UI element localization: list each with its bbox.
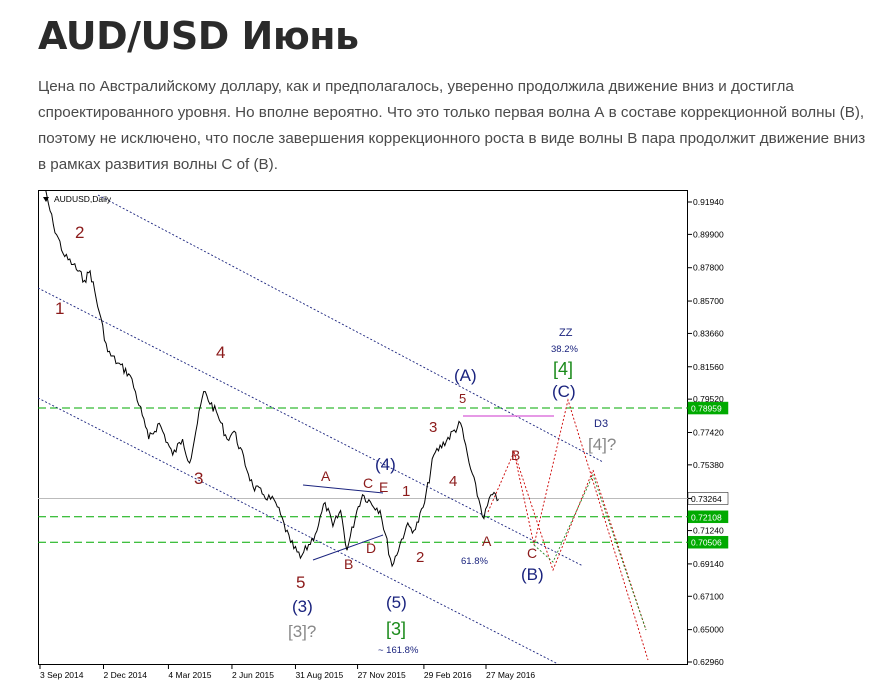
wave-label-minor-3: 3 [429,419,437,436]
wave-label-E: E [379,479,388,495]
wave-label-A2: A [482,533,492,549]
level-price-box-0 [687,401,729,415]
level-price-label-0: 0.78959 [691,404,722,414]
y-tick-label-2: 0.87800 [693,263,724,273]
y-tick-label-3: 0.85700 [693,296,724,306]
x-tick-label-7: 27 May 2016 [486,670,535,680]
y-tick-label-8: 0.75380 [693,460,724,470]
level-price-label-2: 0.72108 [691,512,722,522]
plot-frame [38,190,688,665]
y-tick-label-13: 0.65000 [693,625,724,635]
triangle-line-upper [302,484,384,494]
wave-label-bracket-4-alt: [4]? [588,435,616,454]
wave-label-bracket-3: [3] [386,619,406,639]
zz-label: ZZ [559,327,573,339]
price-series-line [45,190,499,568]
x-tick-label-3: 2 Jun 2015 [232,670,274,680]
x-tick-label-2: 4 Mar 2015 [168,670,211,680]
wave-label-3: 3 [194,469,203,488]
x-tick-label-0: 3 Sep 2014 [40,670,84,680]
y-tick-label-10: 0.71240 [693,526,724,536]
wave-label-B: B [344,556,353,572]
wave-labels: 1 2 3 4 5 (3) [3]? A B C D E (4) (5) [3]… [55,223,616,656]
wave-label-minor-1: 1 [402,483,410,500]
wave-label-paren-4: (4) [375,455,396,474]
symbol-label: AUDUSD,Daily [54,194,112,204]
x-tick-label-5: 27 Nov 2015 [358,670,406,680]
y-tick-label-7: 0.77420 [693,427,724,437]
page-title: AUD/USD Июнь [38,14,359,58]
level-price-label-3: 0.70506 [691,538,722,548]
article-paragraph: Цена по Австралийскому доллару, как и пр… [38,78,866,173]
fib-label-618: 61.8% [461,556,488,567]
fib-label-161: ~ 161.8% [378,645,419,656]
wave-label-minor-4: 4 [449,473,457,490]
y-tick-label-0: 0.91940 [693,197,724,207]
y-tick-label-1: 0.89900 [693,229,724,239]
y-tick-label-4: 0.83660 [693,328,724,338]
y-tick-label-14: 0.62960 [693,657,724,667]
audusd-chart: AUDUSD,Daily 0.78959 0.73264 0.72108 0.7050… [38,190,729,680]
wave-label-A: A [321,468,331,484]
trend-channels [38,194,604,665]
x-tick-label-1: 2 Dec 2014 [104,670,148,680]
wave-label-paren-B: (B) [521,565,544,584]
wave-label-C: C [363,475,373,491]
channel-line-lower [38,397,559,665]
y-tick-label-6: 0.79520 [693,394,724,404]
wave-label-B2: B [511,447,520,463]
level-price-label-1: 0.73264 [691,494,722,504]
y-tick-label-11: 0.69140 [693,559,724,569]
x-tick-label-4: 31 Aug 2015 [295,670,343,680]
wave-label-paren-C: (C) [552,382,576,401]
wave-label-bracket-4: [4] [553,359,573,379]
wave-label-C2: C [527,545,537,561]
projection-alternate [533,473,647,631]
wave-label-paren-A: (A) [454,366,477,385]
y-tick-label-12: 0.67100 [693,591,724,601]
wave-label-bracket-3-alt: [3]? [288,622,316,641]
projection-secondary [513,451,647,631]
x-axis: 3 Sep 2014 2 Dec 2014 4 Mar 2015 2 Jun 2015… [39,665,535,680]
symbol-marker [43,197,49,202]
wave-label-minor-2: 2 [416,549,424,566]
level-price-box-3 [687,535,729,549]
wave-label-1: 1 [55,299,64,318]
d3-label: D3 [594,418,608,430]
x-tick-label-6: 29 Feb 2016 [424,670,472,680]
level-price-box-2 [687,510,729,524]
y-axis: 0.78959 0.73264 0.72108 0.70506 0.91940 0.899… [687,197,729,667]
wave-label-D: D [366,540,376,556]
channel-line-upper [97,194,604,463]
wave-label-paren-3: (3) [292,597,313,616]
wave-label-minor-5: 5 [459,391,466,406]
channel-line-middle [38,287,584,567]
wave-label-5: 5 [296,573,305,592]
y-tick-label-5: 0.81560 [693,362,724,372]
projection-paths [487,398,649,661]
wave-label-4: 4 [216,343,225,362]
wave-label-2: 2 [75,223,84,242]
wave-label-paren-5: (5) [386,593,407,612]
fib-label-382: 38.2% [551,344,578,355]
